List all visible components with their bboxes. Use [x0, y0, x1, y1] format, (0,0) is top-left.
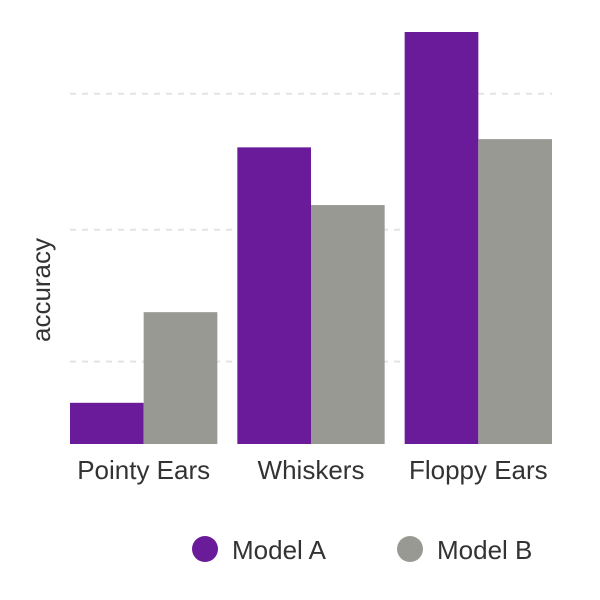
bar-model-b-whiskers[interactable]: [311, 205, 385, 444]
legend-swatch-model-a[interactable]: [192, 536, 218, 562]
x-tick-labels: Pointy Ears Whiskers Floppy Ears: [77, 455, 548, 485]
legend-label-model-a[interactable]: Model A: [232, 535, 327, 565]
x-tick-label: Floppy Ears: [409, 455, 548, 485]
legend-label-model-b[interactable]: Model B: [437, 535, 532, 565]
bar-model-a-floppy-ears[interactable]: [404, 32, 479, 444]
x-tick-label: Whiskers: [258, 455, 365, 485]
bar-model-b-pointy-ears[interactable]: [143, 312, 218, 444]
bar-model-b-floppy-ears[interactable]: [478, 139, 552, 444]
x-tick-label: Pointy Ears: [77, 455, 210, 485]
bar-model-a-pointy-ears[interactable]: [70, 402, 144, 444]
legend-swatch-model-b[interactable]: [397, 536, 423, 562]
legend[interactable]: Model A Model B: [192, 535, 532, 565]
bars: [70, 32, 552, 445]
y-axis-label: accuracy: [26, 238, 56, 342]
bar-model-a-whiskers[interactable]: [237, 147, 311, 445]
